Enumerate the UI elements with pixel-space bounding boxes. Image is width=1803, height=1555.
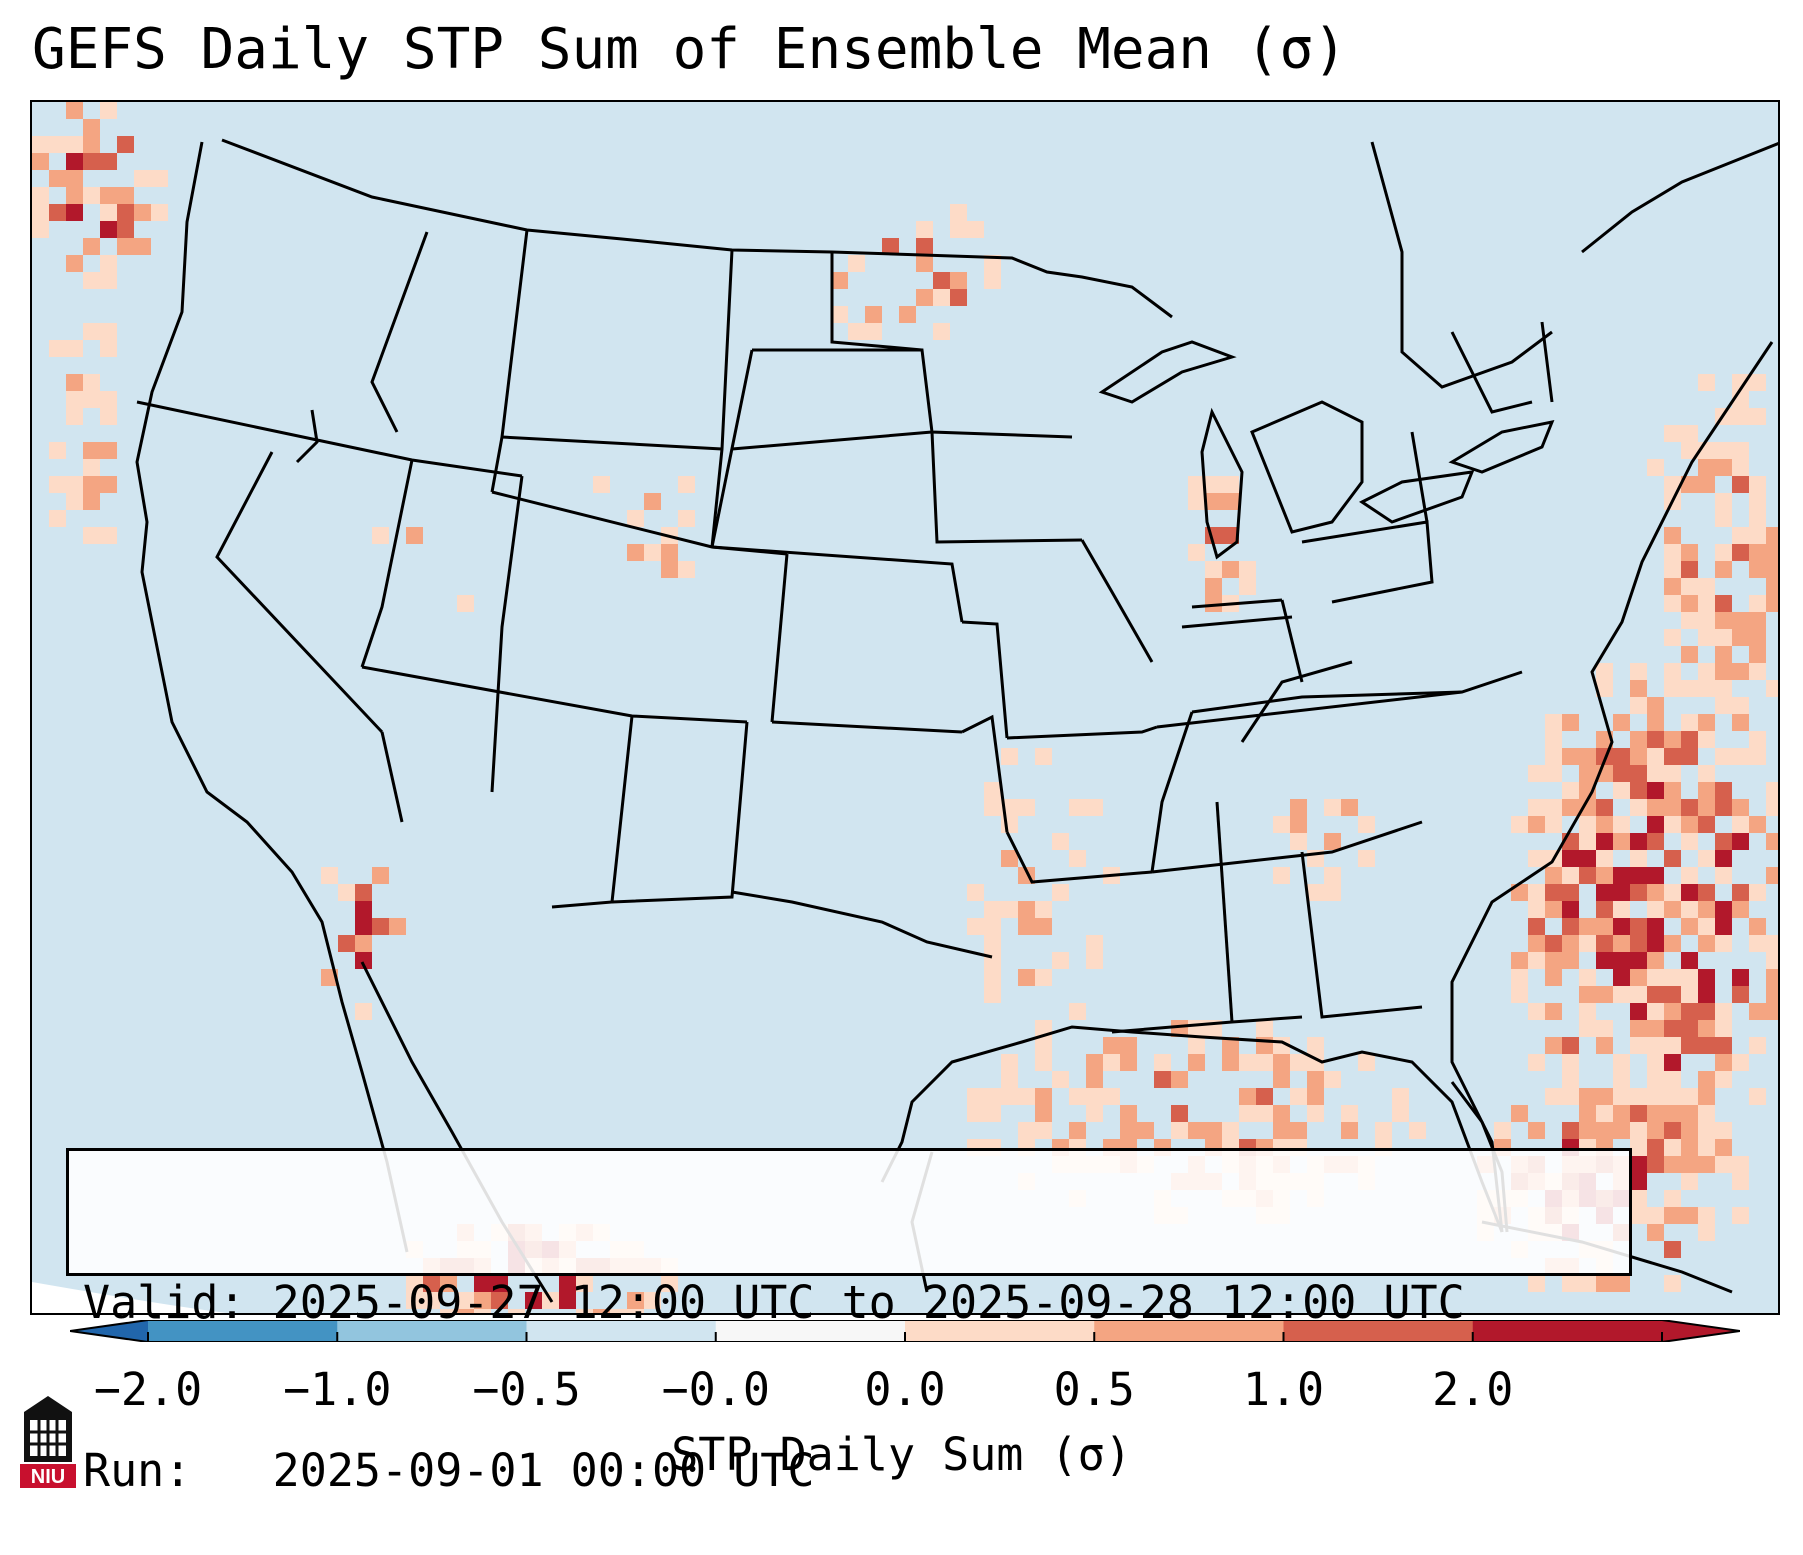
colorbar-segment xyxy=(337,1320,527,1342)
colorbar-tick-label: 0.0 xyxy=(864,1363,946,1416)
colorbar-segment xyxy=(905,1320,1095,1342)
stp-field-map xyxy=(32,102,1778,1313)
map-panel xyxy=(30,100,1780,1315)
logo-text: NIU xyxy=(31,1466,65,1488)
university-logo-icon: NIU xyxy=(20,1396,76,1488)
colorbar-label: STP Daily Sum (σ) xyxy=(671,1428,1132,1481)
colorbar-segment xyxy=(1094,1320,1284,1342)
colorbar-tick-label: −0.0 xyxy=(661,1363,770,1416)
validity-info-box: Valid: 2025-09-27 12:00 UTC to 2025-09-2… xyxy=(66,1148,1632,1497)
colorbar-tick-label: −2.0 xyxy=(93,1363,203,1416)
map-title: GEFS Daily STP Sum of Ensemble Mean (σ) xyxy=(32,17,1347,82)
colorbar-tick-label: 0.5 xyxy=(1053,1363,1135,1416)
colorbar-extend-max xyxy=(1662,1320,1740,1342)
colorbar-tick-label: 1.0 xyxy=(1242,1363,1325,1416)
run-time-text: Run: 2025-09-01 00:00 UTC xyxy=(83,1444,815,1497)
colorbar-tick-label: −1.0 xyxy=(283,1363,392,1416)
colorbar-tick-label: −0.5 xyxy=(472,1363,581,1416)
colorbar-segment xyxy=(1472,1320,1663,1342)
colorbar-segment xyxy=(526,1320,717,1342)
colorbar-segment xyxy=(148,1320,338,1342)
colorbar-segment xyxy=(715,1320,906,1342)
colorbar-segment xyxy=(1283,1320,1474,1342)
stp-cells xyxy=(32,102,1778,1313)
colorbar xyxy=(70,1320,1740,1342)
colorbar-extend-min xyxy=(70,1320,148,1342)
state-boundaries xyxy=(135,138,1778,1303)
colorbar-tick-label: 2.0 xyxy=(1432,1363,1514,1416)
